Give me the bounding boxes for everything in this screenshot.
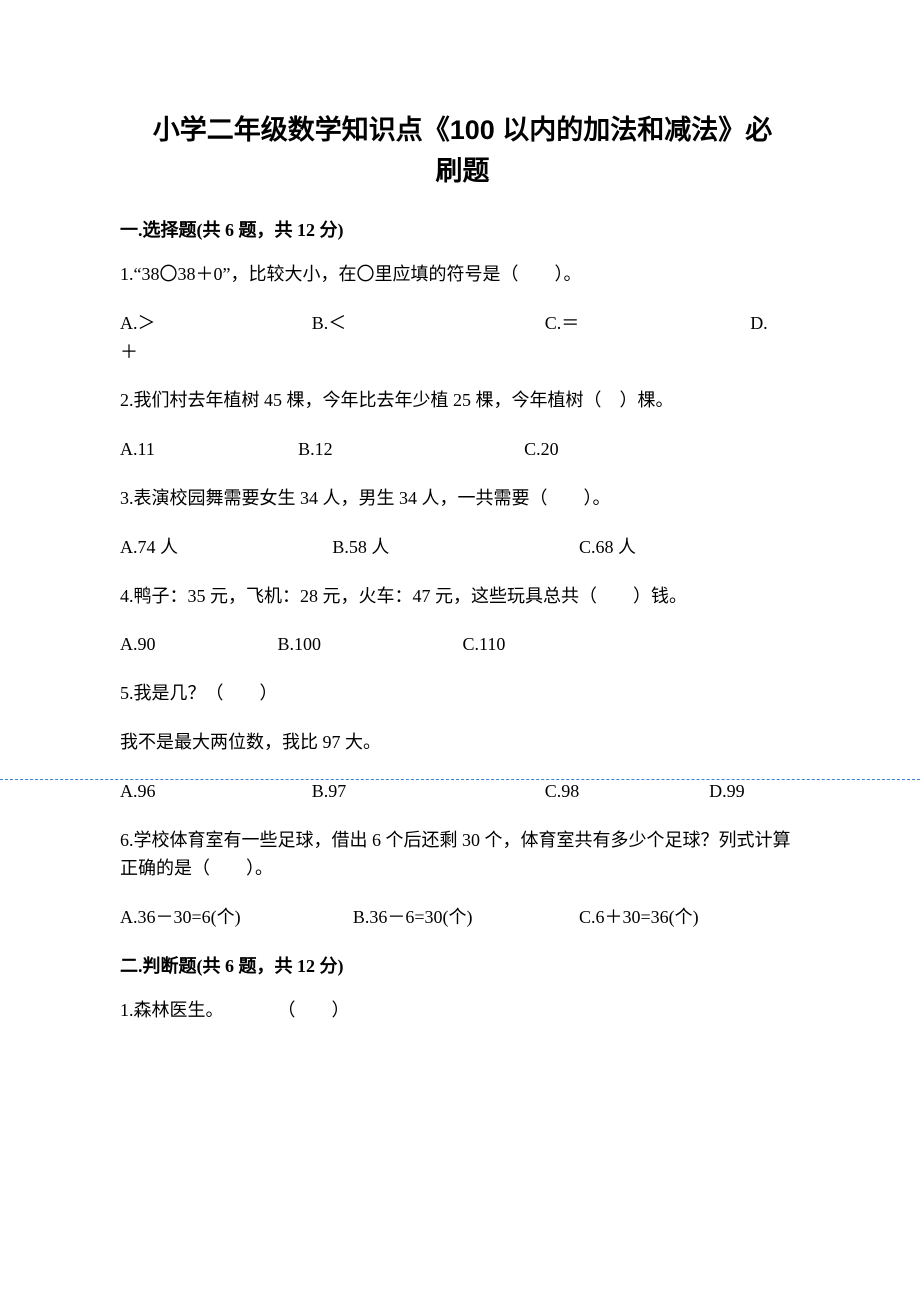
question-5: 5.我是几？（ ） [120, 679, 805, 708]
q3-option-b: B.58 人 [332, 533, 579, 562]
question-2: 2.我们村去年植树 45 棵，今年比去年少植 25 棵，今年植树（ ）棵。 [120, 386, 805, 415]
question-4-options: A.90 B.100 C.110 [120, 630, 805, 659]
question-3-options: A.74 人 B.58 人 C.68 人 [120, 533, 805, 562]
q6-option-c: C.6＋30=36(个) [579, 903, 805, 932]
question-2-options: A.11 B.12 C.20 [120, 435, 805, 464]
judge-question-1: 1.森林医生。 （ ） [120, 996, 805, 1025]
document-title: 小学二年级数学知识点《100 以内的加法和减法》必 刷题 [120, 110, 805, 191]
q5-option-c: C.98 [545, 777, 709, 806]
title-line-2: 刷题 [436, 156, 490, 186]
q6-option-a: A.36－30=6(个) [120, 903, 353, 932]
q1-option-b: B.＜ [312, 309, 545, 338]
q1-option-d: D. [750, 309, 805, 338]
q4-option-b: B.100 [278, 630, 463, 659]
q1-option-d-cont: ＋ [120, 338, 805, 367]
q5-option-b: B.97 [312, 777, 545, 806]
q4-option-c: C.110 [462, 630, 805, 659]
question-5-options: A.96 B.97 C.98 D.99 [120, 777, 805, 806]
question-1-options: A.＞ B.＜ C.＝ D. ＋ [120, 309, 805, 367]
section-2-header: 二.判断题(共 6 题，共 12 分) [120, 952, 805, 978]
q3-option-c: C.68 人 [579, 533, 805, 562]
q2-option-a: A.11 [120, 435, 298, 464]
question-1: 1.“38〇38＋0”，比较大小，在〇里应填的符号是（ ）。 [120, 260, 805, 289]
question-6-options: A.36－30=6(个) B.36－6=30(个) C.6＋30=36(个) [120, 903, 805, 932]
q1-option-a: A.＞ [120, 309, 312, 338]
section-1-header: 一.选择题(共 6 题，共 12 分) [120, 216, 805, 242]
question-3: 3.表演校园舞需要女生 34 人，男生 34 人，一共需要（ ）。 [120, 484, 805, 513]
question-4: 4.鸭子：35 元，飞机：28 元，火车：47 元，这些玩具总共（ ）钱。 [120, 582, 805, 611]
question-5-cont: 我不是最大两位数，我比 97 大。 [120, 728, 805, 757]
q1-option-c: C.＝ [545, 309, 751, 338]
q2-option-b: B.12 [298, 435, 524, 464]
q5-option-a: A.96 [120, 777, 312, 806]
question-6: 6.学校体育室有一些足球，借出 6 个后还剩 30 个，体育室共有多少个足球？列… [120, 826, 805, 884]
title-line-1: 小学二年级数学知识点《100 以内的加法和减法》必 [153, 115, 773, 145]
q3-option-a: A.74 人 [120, 533, 332, 562]
q4-option-a: A.90 [120, 630, 278, 659]
q6-option-b: B.36－6=30(个) [353, 903, 579, 932]
q2-option-c: C.20 [524, 435, 805, 464]
q5-option-d: D.99 [709, 777, 805, 806]
horizontal-divider [0, 779, 920, 780]
